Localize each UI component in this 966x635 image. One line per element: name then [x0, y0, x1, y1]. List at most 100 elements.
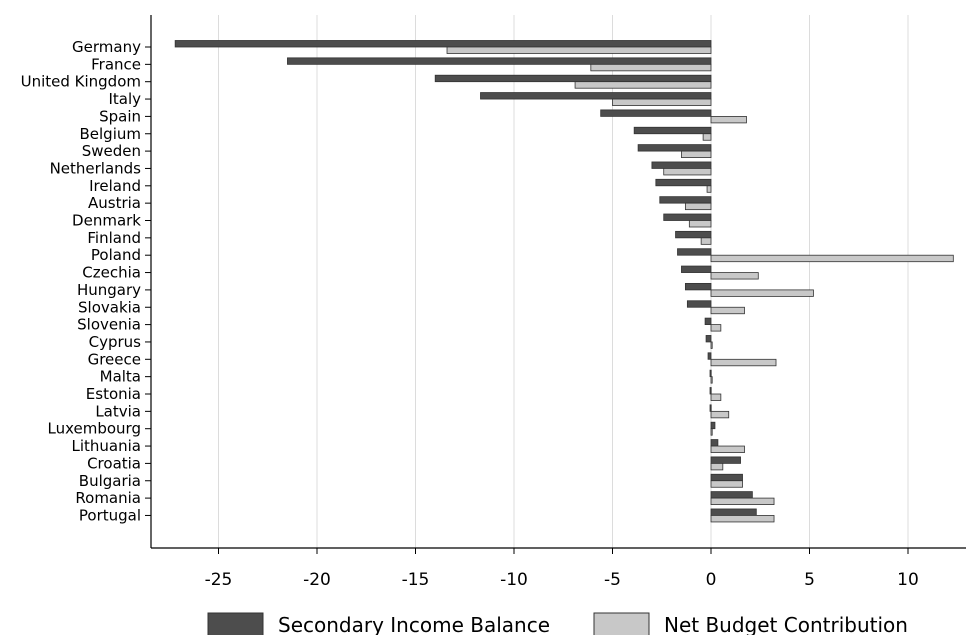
x-tick-label: -5 — [604, 570, 621, 590]
x-tick-label: -15 — [402, 570, 430, 590]
bar-secondary-income — [707, 352, 712, 360]
category-label: Slovakia — [78, 298, 141, 316]
bar-net-budget — [710, 480, 743, 488]
bar-net-budget — [710, 393, 722, 401]
bar-secondary-income — [710, 439, 719, 447]
x-tick-label: -25 — [205, 570, 233, 590]
bar-secondary-income — [709, 369, 712, 378]
legend-swatch-net-budget — [593, 612, 650, 635]
category-label: Romania — [75, 489, 141, 507]
bar-secondary-income — [710, 491, 753, 499]
category-label: Sweden — [82, 142, 141, 160]
x-tick-label: -20 — [303, 570, 331, 590]
category-label: Luxembourg — [48, 420, 142, 438]
bar-net-budget — [710, 376, 713, 384]
legend: Secondary Income Balance Net Budget Cont… — [207, 612, 908, 635]
category-label: Czechia — [82, 264, 141, 282]
bar-net-budget — [612, 98, 712, 106]
category-label: Estonia — [86, 385, 141, 403]
category-label: Belgium — [80, 125, 142, 143]
category-label: Spain — [99, 107, 141, 125]
bar-net-budget — [710, 515, 775, 523]
category-label: Croatia — [87, 454, 141, 472]
bar-secondary-income — [659, 196, 712, 204]
category-label: United Kingdom — [21, 73, 141, 91]
x-tick-label: 10 — [897, 570, 919, 590]
category-label: Portugal — [79, 506, 141, 524]
category-label: Netherlands — [50, 159, 142, 177]
bar-secondary-income — [709, 387, 712, 395]
bar-secondary-income — [600, 109, 712, 117]
bar-secondary-income — [655, 178, 712, 187]
category-label: Italy — [108, 90, 141, 108]
category-label: Bulgaria — [79, 472, 141, 490]
bar-secondary-income — [434, 74, 712, 83]
bar-net-budget — [702, 133, 712, 141]
category-label: Denmark — [72, 212, 141, 230]
bar-net-budget — [590, 63, 712, 72]
category-label: Ireland — [89, 177, 141, 195]
category-label: Cyprus — [89, 333, 142, 351]
bar-secondary-income — [174, 40, 712, 48]
legend-label-net-budget: Net Budget Contribution — [664, 613, 908, 635]
bar-net-budget — [710, 410, 730, 419]
category-label: Greece — [88, 350, 141, 368]
bar-secondary-income — [686, 300, 712, 308]
bar-net-budget — [681, 150, 712, 159]
bar-net-budget — [706, 185, 712, 193]
bar-secondary-income — [710, 421, 716, 430]
bar-net-budget — [710, 428, 713, 436]
bar-secondary-income — [704, 317, 712, 326]
category-label: Lithuania — [72, 437, 141, 455]
x-tick-label: 5 — [804, 570, 815, 590]
bar-net-budget — [710, 306, 745, 315]
bar-secondary-income — [675, 230, 712, 239]
bar-secondary-income — [709, 404, 712, 412]
bar-net-budget — [710, 497, 775, 506]
bar-secondary-income — [677, 248, 712, 256]
bar-secondary-income — [684, 282, 712, 291]
bar-secondary-income — [287, 57, 712, 65]
bars — [174, 40, 954, 523]
bar-net-budget — [710, 116, 747, 124]
legend-label-secondary-income: Secondary Income Balance — [278, 613, 550, 635]
bar-net-budget — [710, 462, 724, 471]
bar-net-budget — [710, 272, 759, 280]
legend-swatch-secondary-income — [207, 612, 264, 635]
bar-secondary-income — [480, 92, 712, 100]
bar-secondary-income — [633, 126, 712, 135]
category-label: Poland — [91, 246, 141, 264]
bar-secondary-income — [710, 456, 741, 464]
bar-net-budget — [684, 202, 712, 211]
bar-secondary-income — [681, 265, 712, 273]
bar-net-budget — [710, 289, 814, 297]
category-label: Germany — [72, 38, 141, 56]
category-label: Hungary — [77, 281, 141, 299]
bar-net-budget — [710, 254, 954, 263]
bar-net-budget — [700, 237, 712, 245]
bar-secondary-income — [663, 213, 712, 221]
bar-net-budget — [710, 324, 722, 332]
bar-net-budget — [446, 46, 712, 54]
category-label: Slovenia — [77, 316, 141, 334]
bar-net-budget — [710, 445, 745, 453]
bar-net-budget — [688, 220, 712, 228]
bar-secondary-income — [651, 161, 712, 169]
category-label: Austria — [88, 194, 141, 212]
bar-secondary-income — [710, 508, 757, 516]
bar-secondary-income — [710, 473, 743, 482]
bar-net-budget — [663, 168, 712, 176]
axes — [150, 15, 966, 549]
x-tick-labels: -25 -20 -15 -10 -5 0 5 10 — [205, 548, 919, 590]
category-label: Malta — [100, 368, 141, 386]
bar-secondary-income — [637, 144, 712, 152]
bar-net-budget — [710, 358, 777, 367]
bar-net-budget — [710, 341, 713, 349]
category-label: Finland — [87, 229, 141, 247]
x-tick-label: -10 — [500, 570, 528, 590]
bar-net-budget — [574, 81, 712, 89]
x-tick-label: 0 — [706, 570, 717, 590]
category-label: Latvia — [95, 402, 141, 420]
